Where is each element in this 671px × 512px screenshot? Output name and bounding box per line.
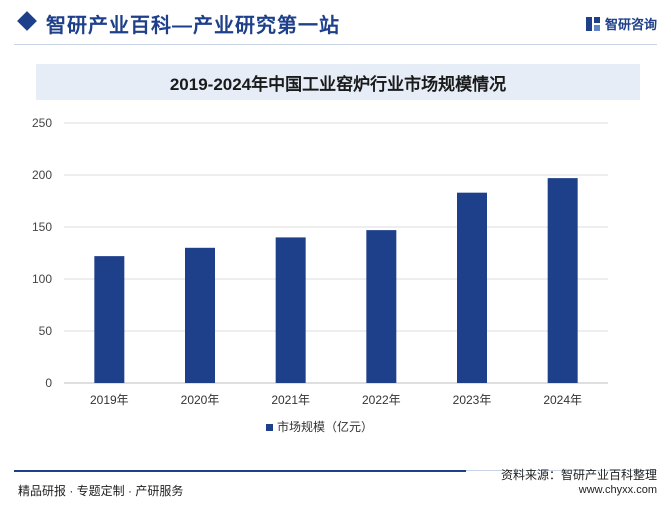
site-title: 智研产业百科—产业研究第一站 (46, 15, 340, 37)
chart-bars (94, 178, 578, 383)
y-axis-ticks: 0 50 100 150 200 250 (32, 116, 52, 390)
header-divider (14, 44, 657, 45)
y-tick-label: 250 (32, 116, 52, 130)
y-tick-label: 200 (32, 168, 52, 182)
footer-source: 资料来源：智研产业百科整理 (500, 468, 657, 482)
brand[interactable]: 智研咨询 (585, 14, 657, 33)
x-tick-label: 2019年 (90, 393, 129, 407)
bar[interactable] (275, 237, 306, 383)
chart-title-band: 2019-2024年中国工业窑炉行业市场规模情况 (36, 64, 640, 100)
bar[interactable] (547, 178, 578, 383)
bar[interactable] (366, 230, 397, 383)
footer-divider (14, 470, 466, 472)
brand-name: 智研咨询 (604, 17, 657, 32)
y-tick-label: 0 (45, 376, 52, 390)
page-header: 智研产业百科—产业研究第一站 智研咨询 (0, 0, 671, 46)
x-tick-label: 2022年 (362, 393, 401, 407)
x-tick-label: 2021年 (271, 393, 310, 407)
bar[interactable] (94, 256, 125, 383)
brand-logo-icon (585, 16, 600, 31)
footer-tagline: 精品研报 · 专题定制 · 产研服务 (18, 484, 184, 498)
footer-url[interactable]: www.chyxx.com (578, 484, 657, 496)
bar[interactable] (185, 247, 215, 383)
footer-divider-right (466, 470, 657, 471)
y-tick-label: 100 (32, 272, 52, 286)
bar[interactable] (457, 192, 487, 383)
x-axis-ticks: 2019年 2020年 2021年 2022年 2023年 2024年 (90, 393, 582, 407)
legend-swatch (266, 424, 273, 431)
chart-grid (64, 122, 608, 384)
x-tick-label: 2020年 (181, 393, 220, 407)
y-tick-label: 150 (32, 220, 52, 234)
chart-title: 2019-2024年中国工业窑炉行业市场规模情况 (169, 74, 507, 94)
x-tick-label: 2023年 (453, 393, 492, 407)
legend-label: 市场规模（亿元） (277, 419, 373, 434)
x-tick-label: 2024年 (543, 393, 582, 407)
y-tick-label: 50 (39, 324, 53, 338)
chart-legend: 市场规模（亿元） (266, 419, 373, 434)
